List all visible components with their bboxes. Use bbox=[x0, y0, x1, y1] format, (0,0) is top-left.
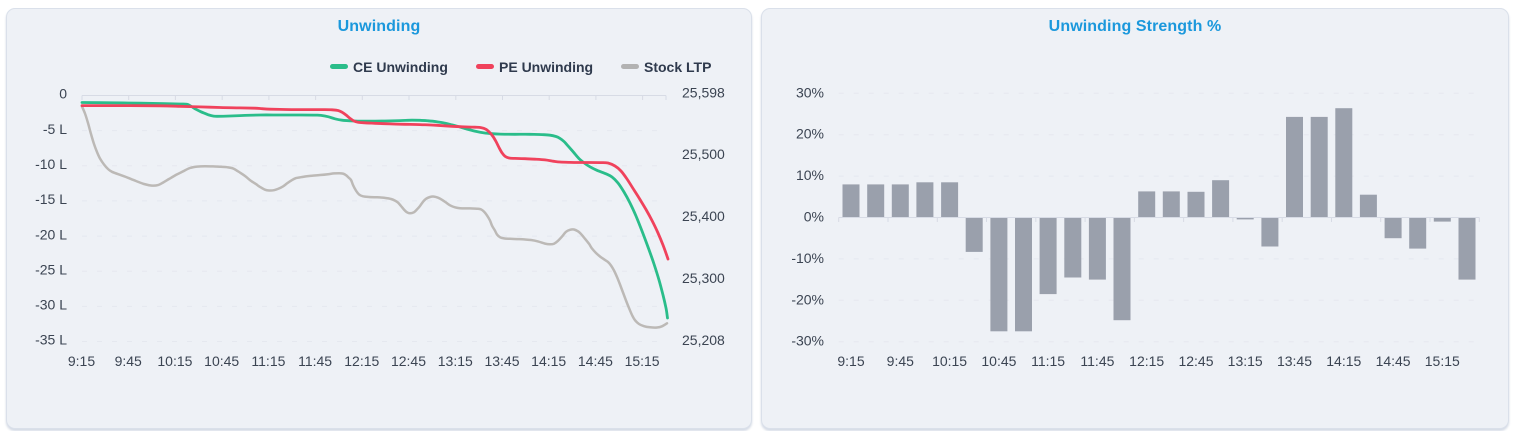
svg-text:11:15: 11:15 bbox=[1031, 353, 1065, 369]
svg-text:-10 L: -10 L bbox=[35, 156, 67, 172]
svg-text:12:15: 12:15 bbox=[344, 353, 379, 369]
svg-text:13:15: 13:15 bbox=[438, 353, 473, 369]
svg-text:12:45: 12:45 bbox=[391, 353, 426, 369]
svg-text:10%: 10% bbox=[796, 167, 824, 183]
svg-text:12:45: 12:45 bbox=[1178, 353, 1213, 369]
svg-text:11:45: 11:45 bbox=[298, 353, 332, 369]
svg-text:10:15: 10:15 bbox=[157, 353, 192, 369]
svg-text:20%: 20% bbox=[796, 126, 824, 142]
svg-text:-15 L: -15 L bbox=[35, 191, 67, 207]
svg-text:-10%: -10% bbox=[791, 250, 824, 266]
svg-text:25,598: 25,598 bbox=[682, 84, 725, 100]
svg-text:10:45: 10:45 bbox=[981, 353, 1016, 369]
svg-text:25,500: 25,500 bbox=[682, 146, 725, 162]
svg-text:30%: 30% bbox=[796, 84, 824, 100]
svg-text:9:15: 9:15 bbox=[68, 353, 95, 369]
svg-text:-20 L: -20 L bbox=[35, 226, 67, 242]
svg-text:9:45: 9:45 bbox=[115, 353, 142, 369]
svg-text:14:15: 14:15 bbox=[1326, 353, 1361, 369]
svg-text:14:15: 14:15 bbox=[531, 353, 566, 369]
svg-text:13:45: 13:45 bbox=[1277, 353, 1312, 369]
svg-text:10:15: 10:15 bbox=[932, 353, 967, 369]
svg-text:11:45: 11:45 bbox=[1080, 353, 1114, 369]
svg-text:-20%: -20% bbox=[791, 291, 824, 307]
svg-text:14:45: 14:45 bbox=[1376, 353, 1411, 369]
svg-text:10:45: 10:45 bbox=[204, 353, 239, 369]
svg-text:15:15: 15:15 bbox=[1425, 353, 1460, 369]
svg-text:13:45: 13:45 bbox=[484, 353, 519, 369]
svg-text:15:15: 15:15 bbox=[625, 353, 660, 369]
svg-text:25,208: 25,208 bbox=[682, 332, 725, 348]
svg-text:-30%: -30% bbox=[791, 333, 824, 349]
svg-text:25,300: 25,300 bbox=[682, 270, 725, 286]
svg-text:-25 L: -25 L bbox=[35, 261, 67, 277]
svg-text:25,400: 25,400 bbox=[682, 208, 725, 224]
svg-text:13:15: 13:15 bbox=[1228, 353, 1263, 369]
svg-text:9:45: 9:45 bbox=[887, 353, 914, 369]
svg-text:9:15: 9:15 bbox=[837, 353, 864, 369]
svg-text:-30 L: -30 L bbox=[35, 297, 67, 313]
svg-text:-5 L: -5 L bbox=[43, 121, 67, 137]
svg-text:0%: 0% bbox=[804, 209, 824, 225]
svg-text:0: 0 bbox=[59, 86, 67, 102]
svg-text:14:45: 14:45 bbox=[578, 353, 613, 369]
svg-text:11:15: 11:15 bbox=[251, 353, 285, 369]
svg-text:-35 L: -35 L bbox=[35, 332, 67, 348]
svg-text:12:15: 12:15 bbox=[1129, 353, 1164, 369]
